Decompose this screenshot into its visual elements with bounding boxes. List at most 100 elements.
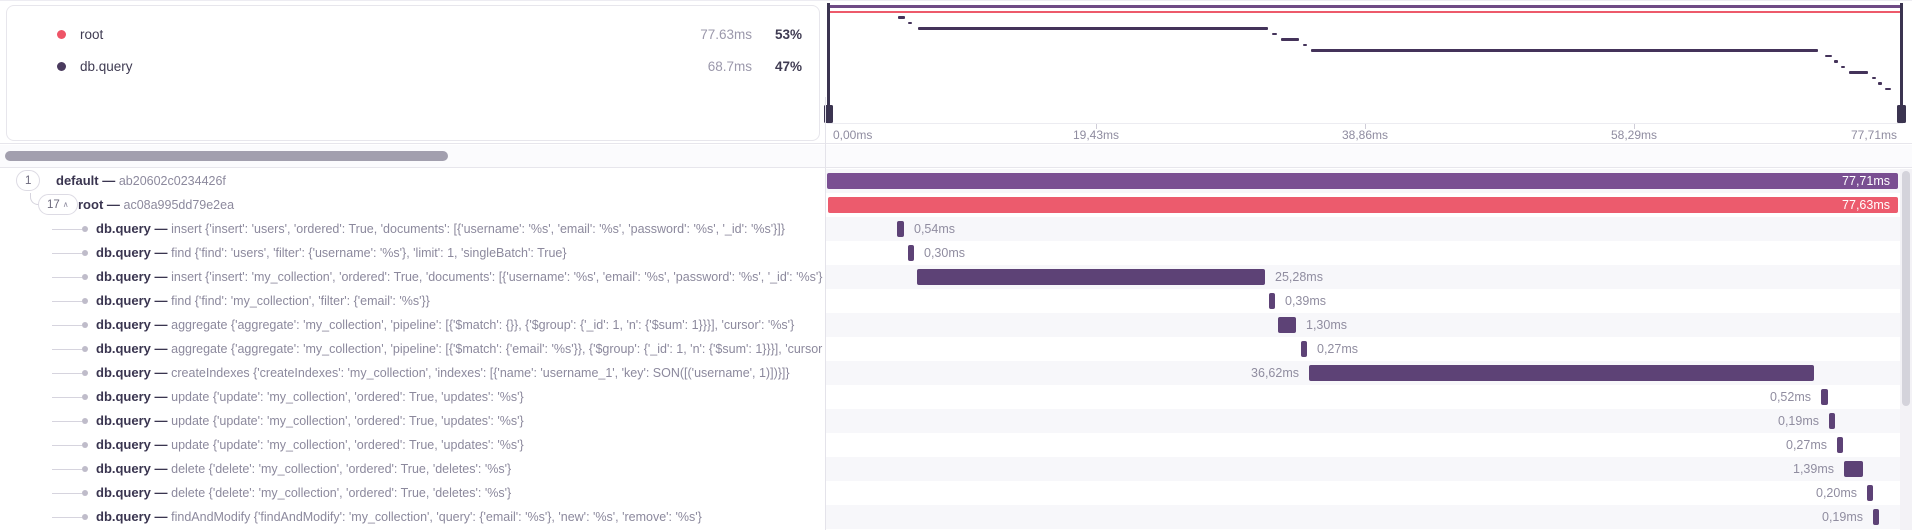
minimap-left-handle[interactable]: [824, 3, 833, 123]
span-description: insert {'insert': 'users', 'ordered': Tr…: [171, 222, 785, 236]
span-duration-value: 0,54ms: [914, 222, 955, 236]
minimap-span-bar: [1833, 60, 1838, 63]
span-label: db.query — find {'find': 'my_collection'…: [96, 289, 823, 313]
tree-connector-stub: [52, 348, 82, 350]
axis-tick-label: 0,00ms: [833, 128, 873, 142]
span-duration-bar[interactable]: 77,71ms: [827, 173, 1898, 189]
span-duration-bar[interactable]: [1867, 485, 1873, 501]
span-tree-row[interactable]: db.query — delete {'delete': 'my_collect…: [0, 481, 825, 505]
legend-op-name: root: [80, 26, 104, 42]
span-duration-row[interactable]: 0,27ms: [826, 433, 1900, 457]
span-duration-bar[interactable]: [1837, 437, 1843, 453]
span-duration-bar[interactable]: [908, 245, 914, 261]
span-op-name: db.query —: [96, 317, 172, 332]
span-node-dot: [82, 226, 88, 232]
span-tree-row[interactable]: 1 default — ab20602c0234426f: [0, 169, 825, 193]
span-node-dot: [82, 466, 88, 472]
span-duration-value: 25,28ms: [1275, 270, 1323, 284]
horizontal-scrollbar-thumb[interactable]: [5, 151, 448, 161]
legend-op-percent: 47%: [774, 58, 802, 74]
span-op-name: db.query —: [96, 461, 172, 476]
span-tree-row[interactable]: db.query — findAndModify {'findAndModify…: [0, 505, 825, 529]
tree-connector-stub: [52, 276, 82, 278]
span-tree-row[interactable]: db.query — insert {'insert': 'users', 'o…: [0, 217, 825, 241]
span-duration-value: 0,19ms: [1778, 414, 1819, 428]
span-description: delete {'delete': 'my_collection', 'orde…: [171, 462, 512, 476]
span-tree-row[interactable]: db.query — delete {'delete': 'my_collect…: [0, 457, 825, 481]
span-duration-value: 36,62ms: [1251, 366, 1299, 380]
span-duration-row[interactable]: 1,30ms: [826, 313, 1900, 337]
collapse-children-badge[interactable]: 17 ∧: [38, 194, 78, 215]
span-duration-row[interactable]: 77,63ms: [826, 193, 1900, 217]
span-description: update {'update': 'my_collection', 'orde…: [171, 414, 524, 428]
span-node-dot: [82, 274, 88, 280]
span-description: aggregate {'aggregate': 'my_collection',…: [171, 342, 823, 356]
span-label: db.query — delete {'delete': 'my_collect…: [96, 481, 823, 505]
span-op-name: db.query —: [96, 269, 172, 284]
span-duration-bar[interactable]: [1829, 413, 1835, 429]
span-op-name: default —: [56, 173, 119, 188]
span-duration-value: 0,19ms: [1822, 510, 1863, 524]
span-tree-row[interactable]: db.query — update {'update': 'my_collect…: [0, 433, 825, 457]
span-duration-bar[interactable]: [1301, 341, 1307, 357]
span-duration-row[interactable]: 0,30ms: [826, 241, 1900, 265]
span-duration-bar[interactable]: [1269, 293, 1275, 309]
span-tree-row[interactable]: db.query — aggregate {'aggregate': 'my_c…: [0, 337, 825, 361]
span-tree-row[interactable]: db.query — update {'update': 'my_collect…: [0, 385, 825, 409]
span-tree-row[interactable]: db.query — find {'find': 'users', 'filte…: [0, 241, 825, 265]
trace-minimap[interactable]: 0,00ms 19,43ms 38,86ms 58,29ms 77,71ms: [824, 1, 1906, 144]
chevron-up-icon: ∧: [62, 199, 69, 209]
tree-connector-stub: [52, 252, 82, 254]
span-duration-bar[interactable]: [1278, 317, 1296, 333]
minimap-span-bar: [1310, 49, 1818, 52]
vertical-scrollbar-thumb[interactable]: [1902, 171, 1910, 406]
span-op-name: db.query —: [96, 221, 172, 236]
span-duration-row[interactable]: 0,54ms: [826, 217, 1900, 241]
span-tree-row[interactable]: db.query — update {'update': 'my_collect…: [0, 409, 825, 433]
minimap-plot[interactable]: [827, 1, 1903, 123]
span-duration-row[interactable]: 0,52ms: [826, 385, 1900, 409]
span-op-name: db.query —: [96, 509, 172, 524]
span-duration-row[interactable]: 0,39ms: [826, 289, 1900, 313]
vertical-scrollbar[interactable]: [1900, 169, 1912, 530]
panel-divider: [825, 97, 826, 530]
span-duration-bar[interactable]: [917, 269, 1265, 285]
span-tree-row[interactable]: db.query — find {'find': 'my_collection'…: [0, 289, 825, 313]
span-duration-bar[interactable]: [1873, 509, 1879, 525]
span-description: delete {'delete': 'my_collection', 'orde…: [171, 486, 512, 500]
span-duration-value: 0,27ms: [1786, 438, 1827, 452]
span-duration-row[interactable]: 0,19ms: [826, 505, 1900, 529]
span-description: createIndexes {'createIndexes': 'my_coll…: [171, 366, 790, 380]
span-duration-bar[interactable]: 77,63ms: [828, 197, 1898, 213]
span-duration-row[interactable]: 36,62ms: [826, 361, 1900, 385]
minimap-right-handle[interactable]: [1897, 3, 1906, 123]
span-duration-bar[interactable]: [1309, 365, 1814, 381]
span-node-dot: [82, 370, 88, 376]
span-duration-bar[interactable]: [1821, 389, 1828, 405]
span-duration-bar[interactable]: [1844, 461, 1863, 477]
span-duration-row[interactable]: 0,20ms: [826, 481, 1900, 505]
span-duration-value: 0,27ms: [1317, 342, 1358, 356]
span-node-dot: [82, 250, 88, 256]
span-duration-row[interactable]: 0,19ms: [826, 409, 1900, 433]
span-duration-row[interactable]: 1,39ms: [826, 457, 1900, 481]
span-duration-row[interactable]: 25,28ms: [826, 265, 1900, 289]
span-tree-row[interactable]: db.query — aggregate {'aggregate': 'my_c…: [0, 313, 825, 337]
minimap-span-bar: [1825, 54, 1833, 58]
span-label: db.query — find {'find': 'users', 'filte…: [96, 241, 823, 265]
span-tree-row[interactable]: db.query — insert {'insert': 'my_collect…: [0, 265, 825, 289]
span-waterfall: 1 default — ab20602c0234426f 17 ∧ root — ac0…: [0, 169, 1912, 530]
span-label: default — ab20602c0234426f: [56, 169, 823, 193]
span-tree-row[interactable]: db.query — createIndexes {'createIndexes…: [0, 361, 825, 385]
span-duration-column: 77,71ms 77,63ms 0,54ms 0,30ms 25,28ms 0,39ms 1…: [826, 169, 1900, 530]
span-duration-bar[interactable]: [897, 221, 904, 237]
span-duration-value: 0,39ms: [1285, 294, 1326, 308]
child-count-badge[interactable]: 1: [16, 170, 41, 191]
minimap-span-bar: [827, 5, 1903, 8]
span-tree-row[interactable]: 17 ∧ root — ac08a995dd79e2ea: [0, 193, 825, 217]
span-duration-row[interactable]: 0,27ms: [826, 337, 1900, 361]
span-description: update {'update': 'my_collection', 'orde…: [171, 390, 524, 404]
span-duration-row[interactable]: 77,71ms: [826, 169, 1900, 193]
tree-connector-stub: [52, 444, 82, 446]
